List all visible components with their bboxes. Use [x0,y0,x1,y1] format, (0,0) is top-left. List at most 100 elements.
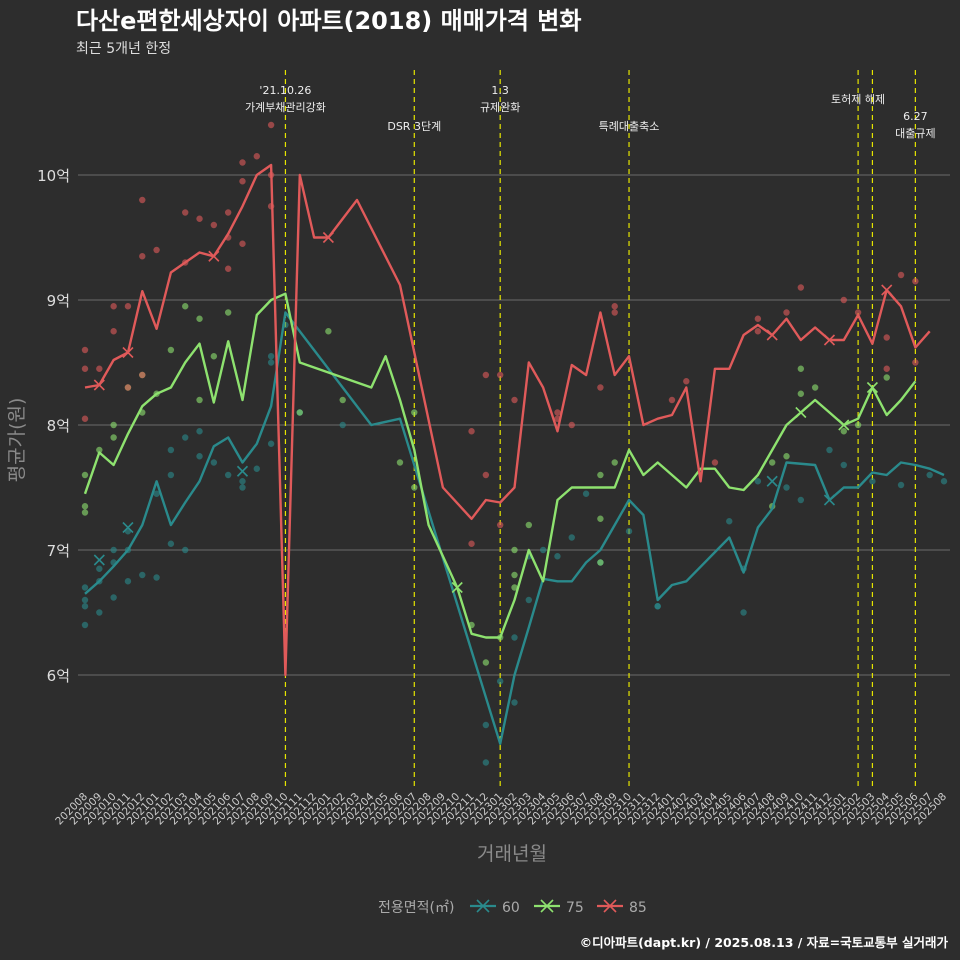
data-point-75 [797,390,805,397]
x-marker-stroke [122,346,134,359]
data-point-75 [325,328,332,335]
data-point-75 [597,559,604,566]
data-point-85 [611,309,618,316]
x-axis-title: 거래년월 [477,843,547,865]
data-point-75 [411,484,418,491]
legend-title: 전용면적(㎡) [378,900,454,916]
series-line-60 [84,311,945,745]
data-point-85 [110,303,117,310]
x-marker-stroke [795,406,807,419]
data-point-85 [81,365,89,372]
data-point-85 [110,328,117,335]
data-point-85 [468,540,475,547]
data-point-85 [468,428,475,435]
x-axis-ticks: 2020082020092020102020112020122021012021… [53,790,949,827]
data-point-60 [511,699,518,706]
x-marker-60 [93,554,105,566]
data-point-75 [182,303,189,310]
data-point-60 [554,553,561,560]
data-point-60 [110,594,117,601]
data-point-60 [81,603,89,610]
data-point-60 [210,459,218,466]
data-point-60 [496,678,504,685]
data-point-75 [511,546,518,554]
data-point-60 [196,428,203,435]
series-line-75 [83,292,917,639]
data-point-85 [139,371,146,379]
x-marker-stroke [208,250,220,262]
data-point-75 [167,346,175,354]
data-point-60 [96,609,103,616]
data-point-75 [81,471,89,479]
data-point-85 [139,196,146,204]
data-point-85 [196,215,203,222]
data-point-60 [482,759,490,766]
data-point-85 [912,359,919,366]
x-marker-85 [122,346,134,359]
x-marker-stroke [866,381,878,394]
x-marker-85 [766,329,778,341]
data-point-85 [239,178,246,185]
data-point-85 [854,309,862,316]
x-marker-75 [795,406,807,419]
y-tick-label: 7억 [47,542,70,560]
x-marker-stroke [823,494,836,506]
data-point-85 [210,221,218,229]
data-point-85 [224,265,232,272]
event-label: 대출규제 [895,127,935,140]
data-point-85 [754,315,762,322]
data-point-60 [253,465,260,472]
data-point-60 [568,534,575,541]
legend: 전용면적(㎡) 60 75 85 [378,899,647,916]
data-point-60 [267,440,275,447]
series-layer [81,121,948,766]
x-marker-75 [838,419,850,431]
data-point-75 [482,659,490,666]
data-point-75 [196,315,203,322]
data-point-60 [124,578,132,585]
series-line-85 [84,163,931,677]
x-marker-stroke [451,581,463,594]
event-label: 가계부채관리강화 [245,101,326,114]
y-tick-label: 6억 [47,667,70,685]
data-point-75 [883,374,890,381]
data-point-60 [339,421,346,429]
x-marker-85 [881,284,893,296]
data-point-60 [81,621,89,629]
data-point-75 [797,365,805,372]
data-point-85 [81,415,89,422]
data-point-85 [597,384,604,391]
data-point-60 [869,478,876,485]
data-point-75 [597,471,604,479]
legend-label-75: 75 [566,900,584,916]
data-point-60 [167,446,175,454]
data-point-75 [769,459,776,466]
data-point-75 [811,384,819,391]
event-label: 6.27 [903,110,928,123]
x-marker-85 [322,231,334,244]
data-point-60 [783,484,790,491]
data-point-85 [124,303,132,310]
data-point-85 [783,309,790,316]
data-point-85 [96,365,103,372]
x-marker-stroke [93,379,105,391]
data-point-85 [611,303,618,310]
data-point-85 [883,365,890,372]
data-point-60 [511,634,518,641]
legend-label-85: 85 [629,900,647,916]
x-marker-60 [766,475,778,487]
x-marker-75 [866,381,878,394]
data-point-75 [511,584,518,591]
x-marker-stroke [122,521,134,534]
data-point-60 [81,584,89,591]
x-marker-stroke [322,231,334,244]
chart-subtitle: 최근 5개년 한정 [76,41,171,57]
data-point-85 [897,271,905,279]
data-point-85 [482,471,490,479]
data-point-75 [511,571,518,579]
data-point-85 [482,371,490,379]
data-point-85 [496,371,504,379]
x-marker-stroke [766,475,778,487]
data-point-85 [239,240,246,247]
